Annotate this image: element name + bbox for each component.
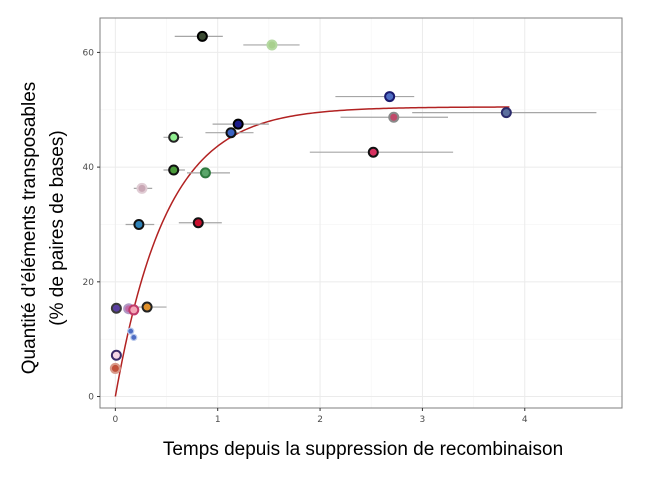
- y-axis-title-line-2: (% de paires de bases): [47, 130, 68, 325]
- data-point: [133, 218, 145, 230]
- fit-curve-line: [114, 106, 510, 397]
- data-points: [109, 30, 512, 374]
- data-point: [367, 146, 379, 158]
- y-tick-label: 0: [88, 393, 94, 403]
- data-point: [128, 304, 140, 316]
- data-point: [199, 167, 211, 179]
- data-point: [109, 362, 121, 374]
- data-point: [384, 91, 396, 103]
- data-point: [196, 30, 208, 42]
- y-tick-label: 40: [83, 163, 95, 173]
- data-point: [266, 39, 278, 51]
- x-tick-label: 0: [112, 415, 118, 425]
- data-point: [225, 127, 237, 139]
- plot-panel-border: [99, 17, 623, 409]
- x-tick-label: 2: [317, 415, 323, 425]
- data-point: [110, 349, 122, 361]
- grid: [100, 18, 622, 408]
- data-point: [130, 333, 138, 342]
- x-tick-label: 4: [522, 415, 528, 425]
- x-tick-label: 3: [420, 415, 426, 425]
- data-point: [127, 327, 135, 335]
- error-bars: [123, 35, 597, 311]
- x-axis-title: Temps depuis la suppression de recombina…: [163, 439, 563, 460]
- y-tick-label: 20: [83, 278, 95, 288]
- data-point: [192, 217, 204, 229]
- data-point: [136, 182, 148, 194]
- y-tick-label: 60: [83, 48, 95, 58]
- x-tick-label: 1: [215, 415, 221, 425]
- data-point: [168, 131, 180, 143]
- y-axis-ticks: 0 20 40 60: [83, 48, 100, 403]
- data-point: [232, 118, 244, 130]
- data-point: [168, 164, 180, 176]
- x-axis-ticks: 0 1 2 3 4: [112, 408, 528, 425]
- data-point: [500, 107, 512, 119]
- data-point: [141, 301, 153, 313]
- data-point: [388, 111, 400, 123]
- y-axis-title-line-1: Quantité d’éléments transposables: [19, 82, 40, 375]
- fit-curve-layer: [114, 106, 510, 397]
- data-point: [110, 302, 122, 314]
